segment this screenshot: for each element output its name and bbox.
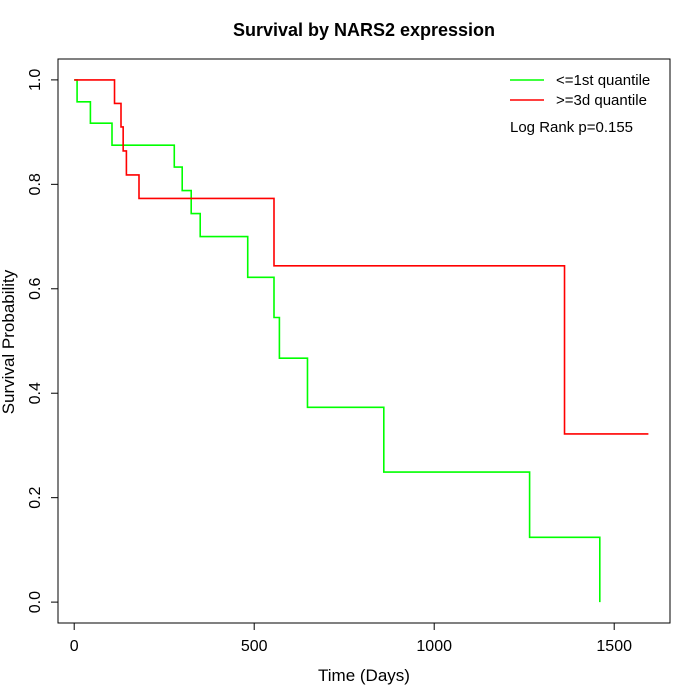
legend-label: >=3d quantile <box>556 92 647 109</box>
y-tick-label: 1.0 <box>27 69 44 91</box>
series-layer <box>74 79 649 603</box>
log-rank-annotation: Log Rank p=0.155 <box>510 119 633 136</box>
y-axis: 0.0 0.2 0.4 0.6 0.8 1.0 <box>27 69 59 613</box>
x-axis-label: Time (Days) <box>318 666 410 685</box>
legend: <=1st quantile >=3d quantile <box>510 72 650 109</box>
legend-label: <=1st quantile <box>556 72 650 89</box>
x-axis: 0 500 1000 1500 <box>70 622 632 655</box>
chart-title: Survival by NARS2 expression <box>233 20 495 40</box>
y-tick-label: 0.8 <box>27 173 44 195</box>
x-tick-label: 1000 <box>416 638 452 655</box>
y-tick-label: 0.4 <box>27 382 44 404</box>
survival-curve-high <box>74 79 649 435</box>
y-tick-label: 0.6 <box>27 278 44 300</box>
survival-curve-low <box>74 79 601 603</box>
x-tick-label: 0 <box>70 638 79 655</box>
x-tick-label: 1500 <box>596 638 632 655</box>
x-tick-label: 500 <box>241 638 268 655</box>
y-tick-label: 0.0 <box>27 591 44 613</box>
y-axis-label: Survival Probability <box>0 269 18 414</box>
plot-frame <box>57 58 671 624</box>
y-tick-label: 0.2 <box>27 486 44 508</box>
